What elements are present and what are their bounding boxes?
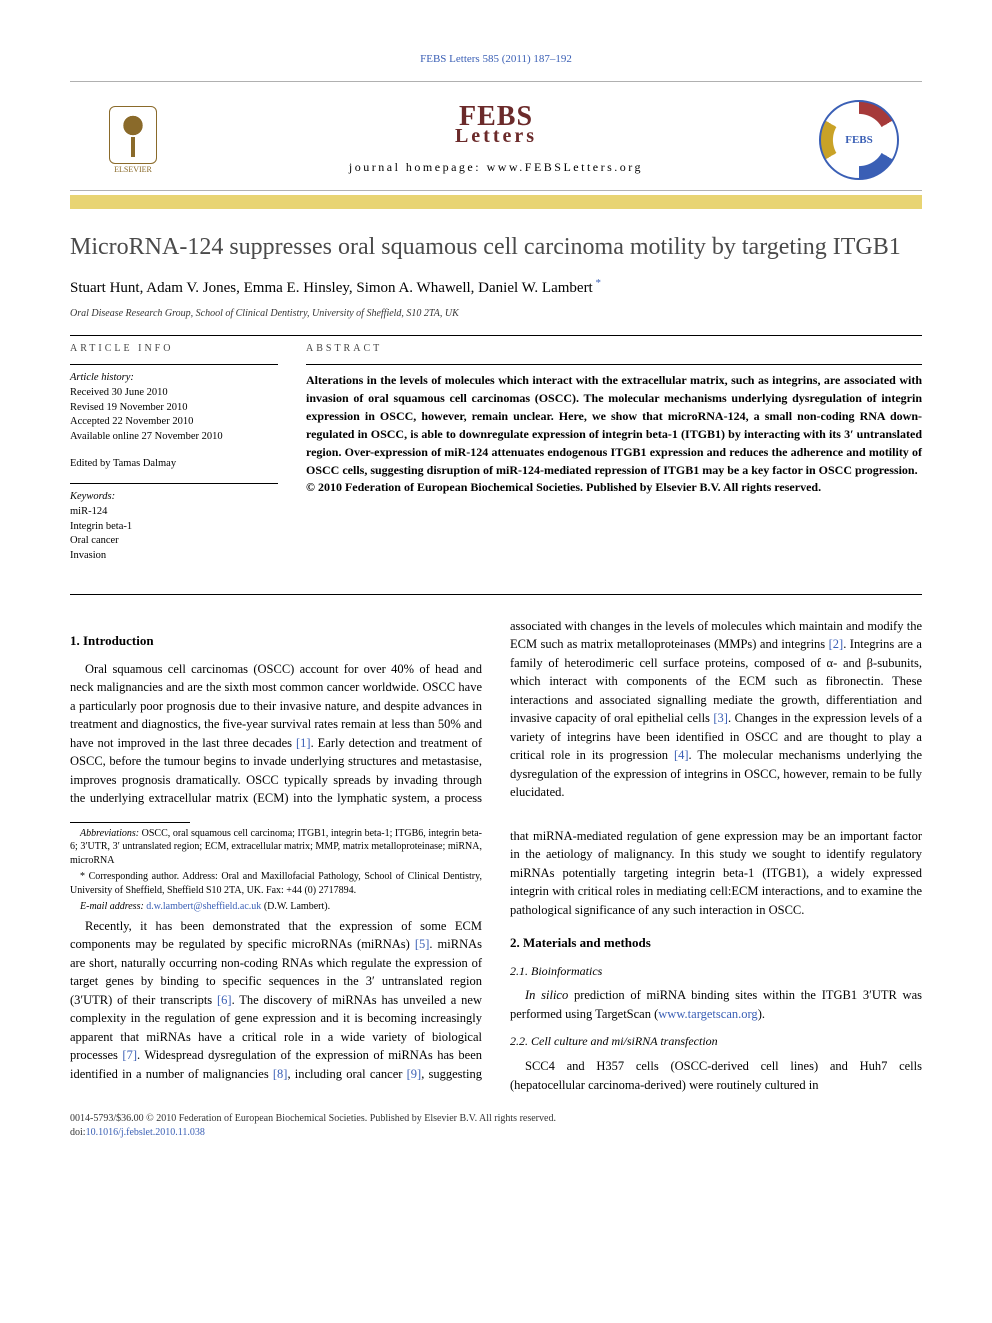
footnotes: Abbreviations: OSCC, oral squamous cell …: [70, 827, 482, 914]
subsection-heading: 2.2. Cell culture and mi/siRNA transfect…: [510, 1033, 922, 1051]
body-paragraph: SCC4 and H357 cells (OSCC-derived cell l…: [510, 1057, 922, 1094]
citation-link[interactable]: [8]: [273, 1067, 288, 1081]
publisher-logo: ELSEVIER: [78, 106, 188, 175]
title-strip: [70, 195, 922, 209]
citation-link[interactable]: [3]: [713, 711, 728, 725]
email-suffix: (D.W. Lambert).: [261, 901, 330, 912]
email-link[interactable]: d.w.lambert@sheffield.ac.uk: [146, 901, 261, 912]
homepage-url[interactable]: www.FEBSLetters.org: [487, 160, 644, 174]
page-footer: 0014-5793/$36.00 © 2010 Federation of Eu…: [70, 1112, 922, 1140]
divider: [70, 594, 922, 595]
citation-link[interactable]: [2]: [829, 637, 844, 651]
section-heading-intro: 1. Introduction: [70, 631, 482, 650]
keyword: miR-124: [70, 505, 278, 520]
febs-badge-text: FEBS: [845, 133, 873, 148]
elsevier-tree-icon: [109, 106, 157, 164]
received-date: Received 30 June 2010: [70, 386, 278, 401]
abbrev-label: Abbreviations:: [80, 828, 139, 839]
authors-text: Stuart Hunt, Adam V. Jones, Emma E. Hins…: [70, 280, 593, 296]
citation-link[interactable]: [6]: [217, 993, 232, 1007]
corresponding-marker: *: [593, 277, 601, 289]
abstract-copyright: © 2010 Federation of European Biochemica…: [306, 479, 922, 496]
abstract-text: Alterations in the levels of molecules w…: [306, 371, 922, 479]
journal-logo-line2: Letters: [188, 128, 804, 145]
febs-badge-icon: FEBS: [819, 100, 899, 180]
edited-by: Edited by Tamas Dalmay: [70, 457, 278, 472]
citation-link[interactable]: [9]: [407, 1067, 422, 1081]
divider: [70, 483, 278, 484]
online-date: Available online 27 November 2010: [70, 430, 278, 445]
keyword: Oral cancer: [70, 534, 278, 549]
masthead: ELSEVIER FEBS Letters journal homepage: …: [70, 81, 922, 191]
keyword: Integrin beta-1: [70, 520, 278, 535]
divider: [70, 364, 278, 365]
doi-label: doi:: [70, 1127, 86, 1138]
keyword: Invasion: [70, 549, 278, 564]
external-link[interactable]: www.targetscan.org: [658, 1007, 757, 1021]
citation-link[interactable]: [4]: [674, 748, 689, 762]
footer-rights: 0014-5793/$36.00 © 2010 Federation of Eu…: [70, 1112, 922, 1126]
keywords-label: Keywords:: [70, 490, 278, 505]
abstract-label: ABSTRACT: [306, 342, 922, 356]
corresponding-note: * Corresponding author. Address: Oral an…: [70, 870, 482, 897]
article-info-column: ARTICLE INFO Article history: Received 3…: [70, 342, 278, 576]
journal-logo: FEBS Letters: [188, 105, 804, 146]
abstract-column: ABSTRACT Alterations in the levels of mo…: [306, 342, 922, 576]
citation-link[interactable]: [7]: [122, 1048, 137, 1062]
article-title: MicroRNA-124 suppresses oral squamous ce…: [70, 233, 922, 262]
citation-link[interactable]: [5]: [415, 937, 430, 951]
accepted-date: Accepted 22 November 2010: [70, 415, 278, 430]
subsection-heading: 2.1. Bioinformatics: [510, 963, 922, 981]
publisher-name: ELSEVIER: [114, 164, 152, 175]
homepage-label: journal homepage:: [349, 160, 481, 174]
journal-citation: FEBS Letters 585 (2011) 187–192: [70, 52, 922, 67]
author-list: Stuart Hunt, Adam V. Jones, Emma E. Hins…: [70, 276, 922, 299]
article-body: 1. Introduction Oral squamous cell carci…: [70, 617, 922, 1094]
divider: [306, 364, 922, 365]
article-info-label: ARTICLE INFO: [70, 342, 278, 356]
email-label: E-mail address:: [80, 901, 144, 912]
footnote-divider: [70, 822, 190, 823]
citation-link[interactable]: [1]: [296, 736, 311, 750]
body-paragraph: In silico prediction of miRNA binding si…: [510, 986, 922, 1023]
affiliation: Oral Disease Research Group, School of C…: [70, 307, 922, 321]
divider: [70, 335, 922, 336]
history-label: Article history:: [70, 371, 278, 386]
section-heading-methods: 2. Materials and methods: [510, 933, 922, 952]
revised-date: Revised 19 November 2010: [70, 401, 278, 416]
doi-link[interactable]: 10.1016/j.febslet.2010.11.038: [86, 1127, 205, 1138]
